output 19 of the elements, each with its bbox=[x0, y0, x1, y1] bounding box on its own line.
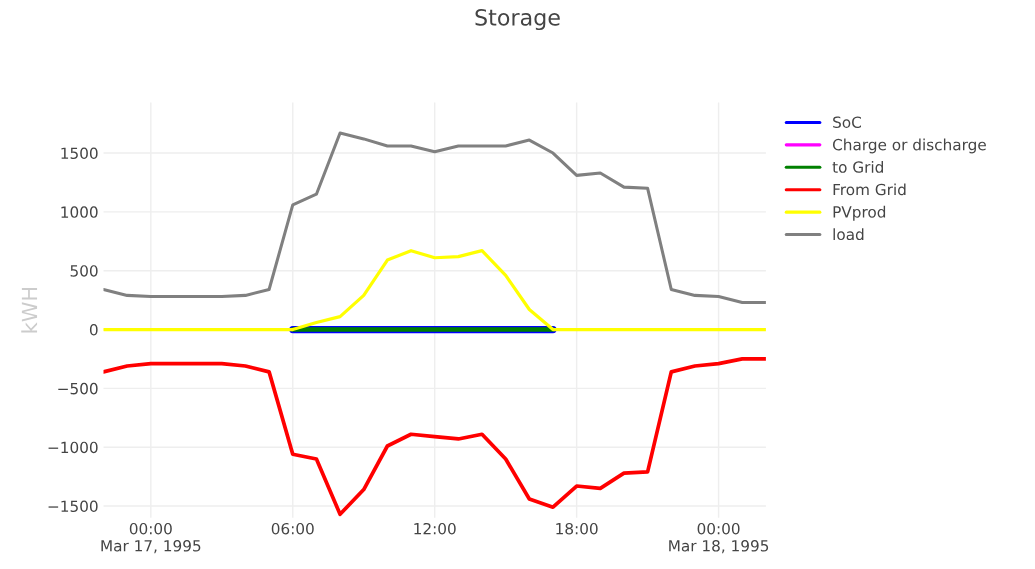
x-tick-label: 00:00 Mar 18, 1995 bbox=[669, 522, 769, 554]
y-tick-label: 1500 bbox=[61, 147, 98, 160]
y-tick-label: −1500 bbox=[48, 500, 98, 513]
y-tick-label: 500 bbox=[70, 265, 98, 277]
legend-label: SoC bbox=[833, 116, 861, 128]
x-tick-label: 12:00 bbox=[414, 522, 456, 535]
x-tick-label: 00:00 Mar 17, 1995 bbox=[101, 522, 201, 554]
legend-label: load bbox=[833, 228, 864, 241]
legend-label: From Grid bbox=[833, 183, 906, 196]
y-tick-label: 1000 bbox=[61, 206, 98, 218]
y-tick-label: 0 bbox=[89, 323, 98, 336]
y-tick-label: −500 bbox=[58, 382, 98, 395]
y-tick-label: −1000 bbox=[48, 441, 98, 454]
x-tick-label: 06:00 bbox=[271, 522, 314, 535]
legend-label: PVprod bbox=[833, 205, 886, 221]
chart-title: Storage bbox=[475, 8, 560, 31]
x-tick-label: 18:00 bbox=[556, 522, 598, 535]
legend-label: Charge or discharge bbox=[832, 138, 986, 154]
legend-label: to Grid bbox=[832, 161, 883, 173]
